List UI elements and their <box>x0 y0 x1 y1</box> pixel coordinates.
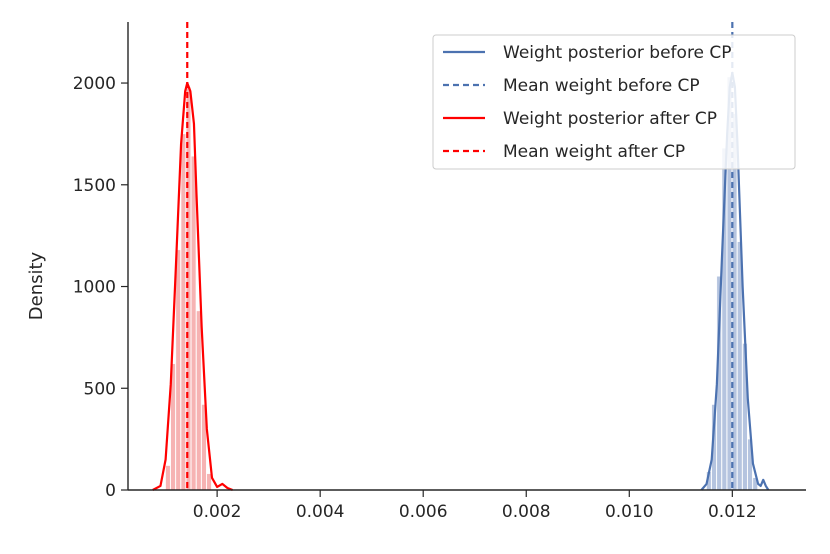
plot-area <box>152 22 770 492</box>
y-tick-label: 0 <box>105 481 116 501</box>
y-axis-label: Density <box>26 251 47 320</box>
y-tick-label: 2000 <box>73 74 116 94</box>
legend: Weight posterior before CP Mean weight be… <box>432 34 796 170</box>
hist-bar-after <box>206 473 212 491</box>
x-tick-label: 0.012 <box>708 502 757 522</box>
legend-label: Weight posterior after CP <box>503 109 717 129</box>
axes: 0.002 0.004 0.006 0.008 0.010 0.012 0 500 1000 15… <box>26 22 806 522</box>
x-tick-label: 0.008 <box>502 502 551 522</box>
hist-bar-after <box>180 133 186 491</box>
x-tick-label: 0.010 <box>605 502 654 522</box>
y-tick-label: 500 <box>84 379 116 399</box>
x-tick-label: 0.004 <box>296 502 345 522</box>
hist-bar-after <box>165 465 171 491</box>
x-tick-label: 0.002 <box>193 502 242 522</box>
legend-label: Mean weight before CP <box>503 76 700 96</box>
hist-bar-after <box>191 156 197 491</box>
kde-curve-after <box>152 81 233 492</box>
y-tick-label: 1000 <box>73 278 116 298</box>
legend-label: Weight posterior before CP <box>503 43 732 63</box>
legend-box <box>432 34 796 170</box>
hist-bar-after <box>196 310 202 491</box>
legend-label: Mean weight after CP <box>503 142 685 162</box>
y-tick-label: 1500 <box>73 176 116 196</box>
hist-bar-after <box>175 249 181 491</box>
x-tick-label: 0.006 <box>399 502 448 522</box>
